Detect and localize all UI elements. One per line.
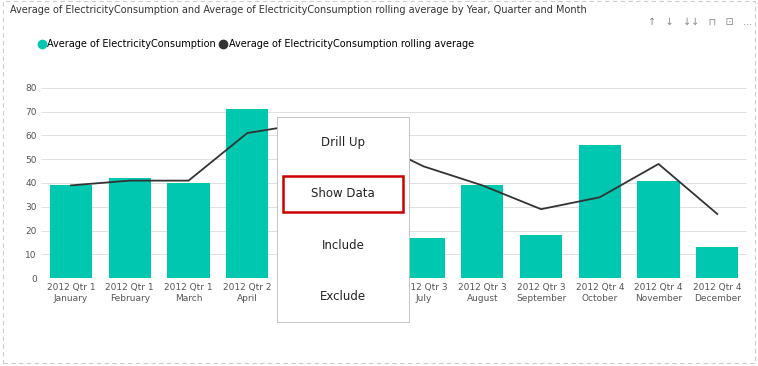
Bar — [637, 180, 680, 278]
Bar — [285, 135, 327, 278]
Text: Show Data: Show Data — [311, 187, 375, 201]
Text: Average of ElectricityConsumption and Average of ElectricityConsumption rolling : Average of ElectricityConsumption and Av… — [10, 5, 587, 15]
Bar — [50, 185, 92, 278]
Bar — [168, 183, 210, 278]
Text: Drill Up: Drill Up — [321, 136, 365, 149]
Bar — [402, 238, 445, 278]
Text: Exclude: Exclude — [320, 290, 366, 303]
Bar — [461, 185, 503, 278]
Bar — [343, 195, 386, 278]
Bar — [578, 145, 621, 278]
Text: ↑   ↓   ↓↓   ⊓   ⊡   ...: ↑ ↓ ↓↓ ⊓ ⊡ ... — [648, 16, 752, 26]
Bar — [696, 247, 738, 278]
Bar — [226, 109, 268, 278]
Legend: Average of ElectricityConsumption, Average of ElectricityConsumption rolling ave: Average of ElectricityConsumption, Avera… — [39, 40, 474, 49]
Text: Include: Include — [321, 239, 365, 252]
Bar — [108, 178, 151, 278]
Bar — [520, 235, 562, 278]
